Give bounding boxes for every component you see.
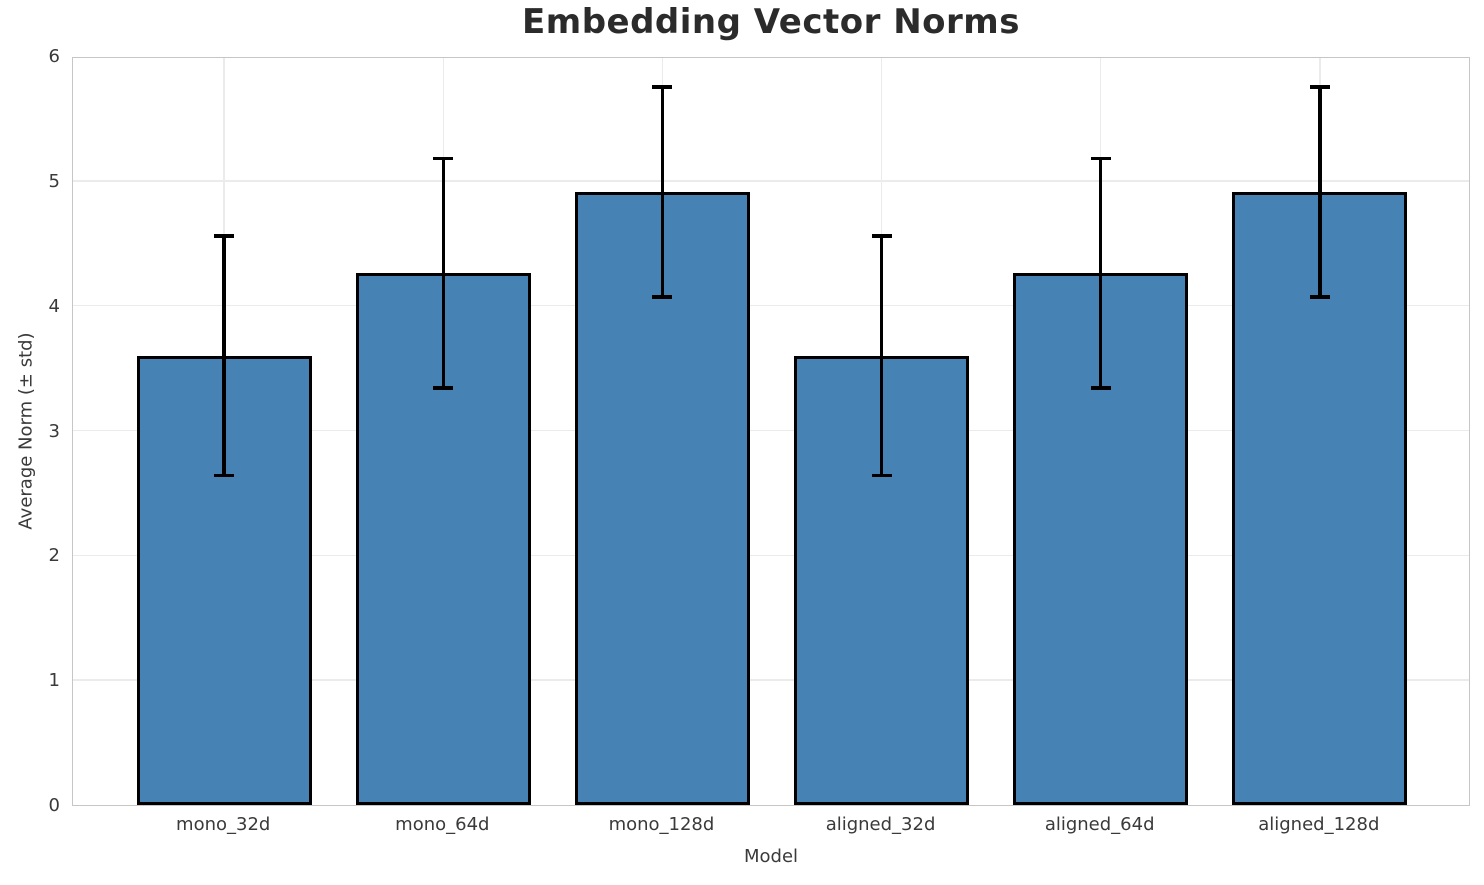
x-tick-label: mono_32d — [176, 814, 271, 835]
y-tick-label: 1 — [48, 670, 60, 692]
y-tick-label: 3 — [48, 420, 60, 442]
error-bar-line — [660, 87, 665, 297]
error-bar-cap-bottom — [214, 473, 235, 478]
h-gridline — [73, 429, 1469, 432]
error-bar-cap-top — [433, 156, 454, 161]
error-bar-line — [1098, 158, 1103, 389]
y-tick-label: 2 — [48, 545, 60, 567]
error-bar-cap-bottom — [652, 295, 673, 299]
plot-area — [72, 57, 1470, 806]
h-gridline — [73, 554, 1469, 557]
error-bar-cap-top — [871, 234, 892, 238]
error-bar-line — [1318, 87, 1322, 297]
error-bar-cap-bottom — [1309, 295, 1330, 299]
h-gridline — [73, 180, 1469, 182]
h-gridline — [73, 679, 1469, 681]
error-bar-cap-bottom — [1090, 386, 1111, 390]
x-tick-label: aligned_64d — [1044, 814, 1155, 835]
y-tick-label: 5 — [48, 170, 60, 192]
x-tick-label: mono_128d — [608, 814, 715, 835]
y-tick-label: 4 — [48, 295, 60, 317]
y-tick-label: 0 — [48, 795, 60, 816]
x-tick-label: aligned_128d — [1258, 814, 1380, 835]
h-gridline — [73, 304, 1469, 307]
chart-title: Embedding Vector Norms — [522, 2, 1020, 42]
error-bar-line — [879, 235, 884, 476]
error-bar-cap-top — [652, 85, 673, 89]
error-bar-cap-top — [1309, 85, 1330, 89]
x-tick-label: aligned_32d — [825, 814, 936, 835]
bar-mono_64d — [355, 273, 531, 805]
error-bar-cap-bottom — [871, 473, 892, 478]
error-bar-line — [222, 235, 226, 476]
error-bar-line — [441, 158, 446, 389]
x-tick-label: mono_64d — [395, 814, 490, 835]
error-bar-cap-top — [1090, 156, 1111, 161]
bar-mono_32d — [136, 355, 312, 805]
error-bar-cap-bottom — [433, 386, 454, 390]
x-axis-label: Model — [743, 846, 799, 867]
error-bar-cap-top — [214, 234, 235, 238]
y-tick-label: 6 — [48, 46, 60, 67]
